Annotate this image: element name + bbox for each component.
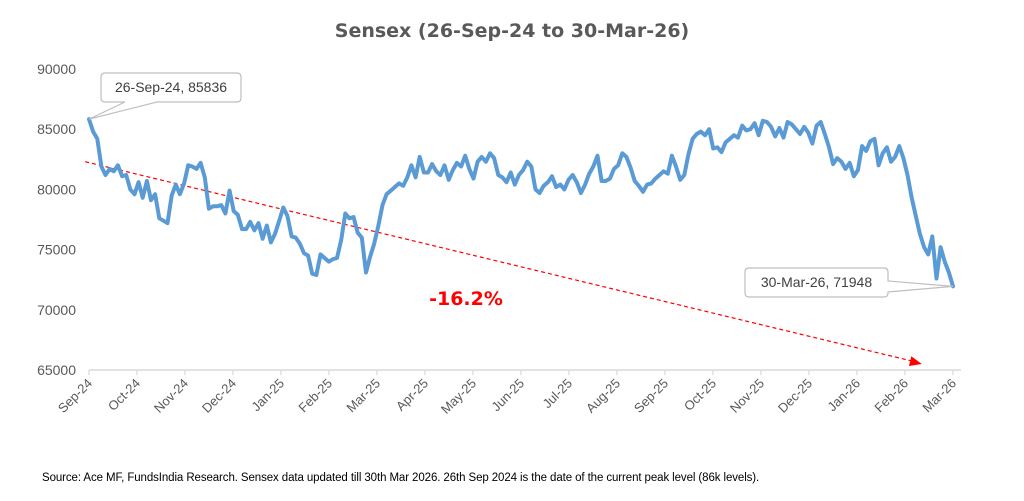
x-tick-label: Oct-25 (681, 376, 719, 414)
callout-end-text: 30-Mar-26, 71948 (761, 274, 873, 290)
x-tick-label: Jun-25 (488, 376, 527, 415)
callouts: 26-Sep-24, 85836 30-Mar-26, 71948 (88, 72, 954, 298)
series-sensex (87, 117, 955, 289)
y-axis: 65000 70000 75000 80000 85000 90000 (37, 61, 76, 378)
x-tick-label: Sep-25 (631, 376, 671, 416)
chart-title: Sensex (26-Sep-24 to 30-Mar-26) (335, 20, 689, 42)
x-tick-label: Feb-26 (871, 376, 911, 416)
trend-arrowhead (908, 356, 922, 367)
callout-end-box (744, 267, 954, 298)
x-tick-label: Aug-25 (583, 376, 623, 416)
trend-line (85, 161, 916, 363)
callout-start-text: 26-Sep-24, 85836 (115, 79, 227, 95)
series-line (87, 117, 955, 289)
y-tick-label: 65000 (37, 362, 76, 378)
y-tick-label: 90000 (37, 61, 76, 77)
x-tick-label: Jan-26 (824, 376, 863, 415)
y-tick-label: 70000 (37, 302, 76, 318)
trend-arrow (85, 161, 922, 367)
callout-start-box (88, 72, 242, 120)
x-tick-label: Nov-24 (151, 376, 191, 416)
y-tick-label: 80000 (37, 181, 76, 197)
x-tick-label: Dec-25 (775, 376, 815, 416)
x-tick-label: May-25 (438, 376, 479, 417)
x-tick-label: Oct-24 (105, 376, 143, 414)
source-footnote: Source: Ace MF, FundsIndia Research. Sen… (42, 472, 760, 484)
x-axis: Sep-24 Oct-24 Nov-24 Dec-24 Jan-25 Feb-25 Mar-… (55, 369, 961, 417)
y-tick-label: 85000 (37, 121, 76, 137)
x-tick-label: Jul-25 (539, 376, 575, 412)
x-tick-label: Mar-26 (919, 376, 959, 416)
x-tick-label: Apr-25 (393, 376, 431, 414)
x-tick-label: Dec-24 (199, 376, 239, 416)
x-tick-label: Jan-25 (248, 376, 287, 415)
x-tick-label: Nov-25 (727, 376, 767, 416)
x-tick-label: Sep-24 (55, 376, 95, 416)
x-tick-label: Feb-25 (295, 376, 335, 416)
y-tick-label: 75000 (37, 242, 76, 258)
x-tick-label: Mar-25 (343, 376, 383, 416)
decline-percent-label: -16.2% (429, 288, 503, 310)
